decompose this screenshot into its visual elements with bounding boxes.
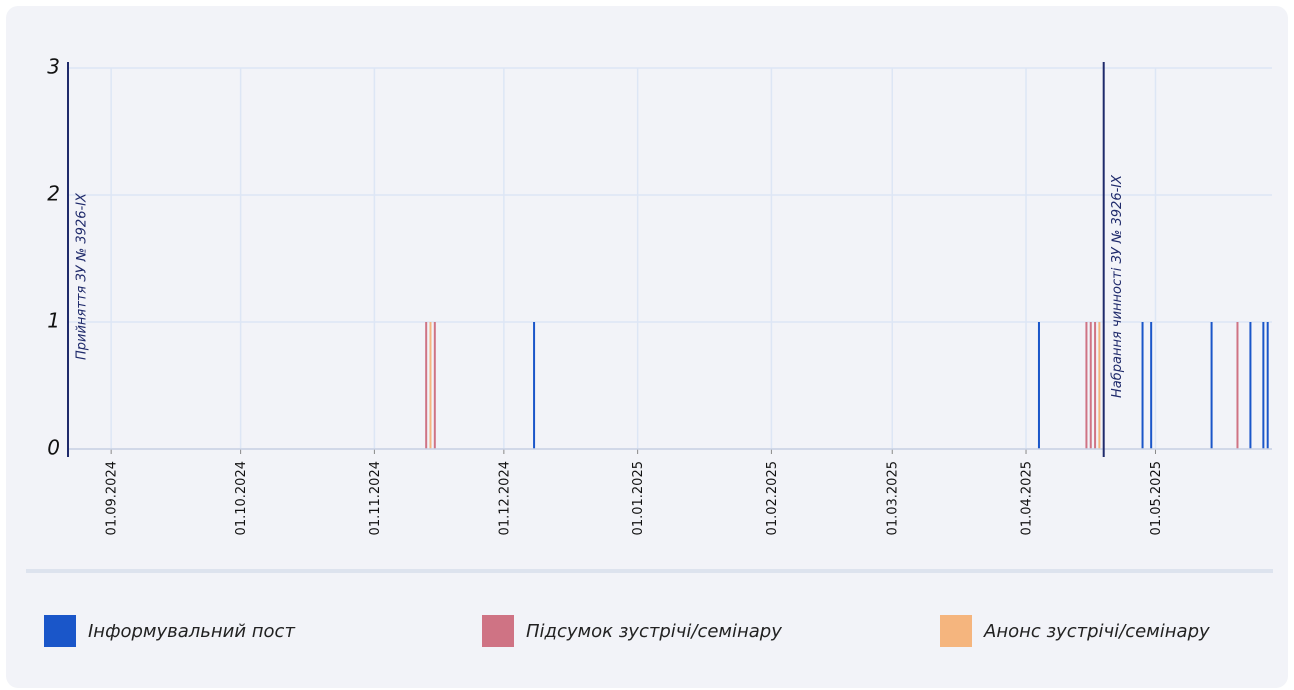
x-tick-label: 01.02.2025	[765, 461, 780, 535]
bar	[433, 322, 436, 449]
bar	[1089, 322, 1092, 449]
x-tick-label: 01.12.2024	[497, 461, 512, 535]
x-tick-label: 01.09.2024	[105, 461, 120, 535]
bar	[1085, 322, 1088, 449]
x-tick-label: 01.05.2025	[1149, 461, 1164, 535]
bar	[429, 322, 432, 449]
bar	[1210, 322, 1213, 449]
bar	[533, 322, 536, 449]
legend-label: Інформувальний пост	[88, 621, 295, 642]
y-tick-label: 0	[47, 436, 60, 460]
legend-label: Підсумок зустрічі/семінару	[526, 621, 782, 642]
x-tick-label: 01.04.2025	[1020, 461, 1035, 535]
bar	[1236, 322, 1239, 449]
x-tick-label: 01.11.2024	[368, 461, 383, 535]
bar	[1266, 322, 1269, 449]
legend-swatch	[44, 615, 76, 647]
y-tick-label: 3	[47, 55, 60, 79]
bar	[1098, 322, 1101, 449]
bar	[1037, 322, 1040, 449]
card	[6, 6, 1288, 688]
x-tick-label: 01.01.2025	[631, 461, 646, 535]
legend-swatch	[940, 615, 972, 647]
bar	[1262, 322, 1265, 449]
bar	[425, 322, 428, 449]
bar	[1150, 322, 1153, 449]
legend-label: Анонс зустрічі/семінару	[983, 621, 1210, 642]
annotation-text: Набрання чинності ЗУ № 3926-IX	[1110, 174, 1125, 398]
x-tick-label: 01.03.2025	[886, 461, 901, 535]
y-tick-label: 1	[47, 309, 60, 333]
x-tick-label: 01.10.2024	[234, 461, 249, 535]
bar	[1094, 322, 1097, 449]
bar	[1141, 322, 1144, 449]
annotation-text: Прийняття ЗУ № 3926-IX	[75, 192, 90, 360]
legend-swatch	[482, 615, 514, 647]
y-tick-label: 2	[47, 182, 60, 206]
bar	[1249, 322, 1252, 449]
